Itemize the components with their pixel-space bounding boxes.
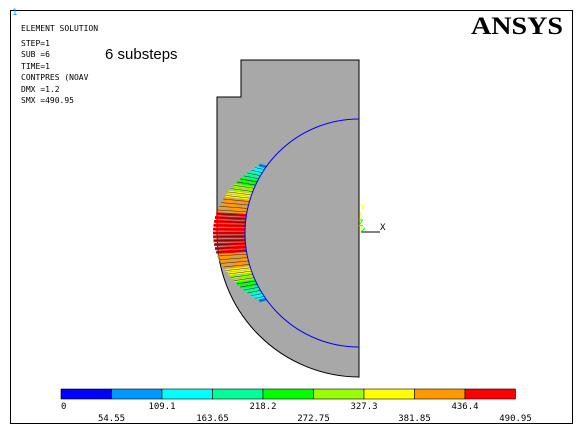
pressure-ray-edge — [243, 175, 259, 179]
pressure-ray-edge — [215, 246, 246, 249]
pressure-ray-edge — [216, 213, 247, 216]
pressure-ray-edge — [228, 270, 252, 275]
info-title: ELEMENT SOLUTION — [21, 24, 99, 33]
pressure-ray-edge — [213, 225, 246, 227]
pressure-ray-edge — [216, 250, 247, 253]
pressure-ray-edge — [221, 260, 249, 264]
legend-swatch — [161, 388, 213, 400]
pressure-ray-edge — [255, 296, 265, 299]
legend-label-bottom: 490.95 — [499, 414, 532, 424]
pressure-ray-edge — [230, 274, 253, 278]
pressure-ray-edge — [228, 191, 252, 196]
legend-label-bottom: 54.55 — [97, 414, 126, 424]
pressure-ray-edge — [240, 283, 258, 288]
pressure-ray-edge — [247, 290, 261, 294]
pressure-ray-edge — [225, 267, 251, 271]
pressure-ray-edge — [251, 170, 263, 173]
legend-swatch — [212, 388, 264, 400]
pressure-ray-edge — [233, 185, 255, 189]
legend-label-top: 327.3 — [350, 402, 378, 412]
pressure-ray-edge — [213, 239, 246, 241]
pressure-ray-edge — [221, 202, 249, 206]
ansys-logo: ANSYS — [471, 13, 563, 40]
info-time: TIME=1 — [21, 61, 50, 71]
pressure-ray-edge — [223, 198, 250, 202]
legend-swatch — [60, 388, 112, 400]
pressure-ray-edge — [233, 277, 255, 281]
pressure-ray-edge — [223, 264, 250, 268]
pressure-ray-edge — [230, 188, 253, 192]
legend-swatch — [414, 388, 466, 400]
pressure-ray-edge — [259, 164, 267, 167]
legend-swatch — [363, 388, 415, 400]
legend-label-top: 0 — [61, 402, 67, 412]
legend-swatch — [262, 388, 314, 400]
viewport-frame — [10, 10, 573, 424]
legend-label-top: 436.4 — [451, 402, 479, 412]
pressure-ray-edge — [225, 195, 251, 199]
legend-swatch — [111, 388, 163, 400]
legend-label-bottom: 163.65 — [196, 414, 229, 424]
pressure-ray-edge — [217, 209, 247, 213]
pressure-ray-edge — [255, 167, 265, 170]
legend-label-bottom: 272.75 — [297, 414, 330, 424]
pressure-ray-edge — [236, 280, 256, 285]
pressure-ray-edge — [259, 299, 267, 302]
ansys-logo-text: ANSYS — [471, 13, 563, 40]
pressure-ray-edge — [219, 257, 248, 260]
window-number: 1 — [12, 8, 18, 18]
contact-pressure-band — [213, 163, 267, 303]
legend-label-top: 109.1 — [148, 402, 176, 412]
legend-label-bottom: 381.85 — [398, 414, 431, 424]
legend-label-top: 218.2 — [249, 402, 277, 412]
legend-swatch — [464, 388, 516, 400]
triad-x-label: X — [380, 223, 386, 233]
info-substep: SUB =6 — [21, 50, 50, 59]
pressure-ray-edge — [219, 206, 248, 209]
axis-triad: Y Z X — [358, 203, 386, 233]
pressure-ray-edge — [243, 287, 259, 291]
info-dmx: DMX =1.2 — [21, 84, 60, 94]
legend-swatch — [313, 388, 365, 400]
pressure-ray-edge — [214, 243, 246, 245]
info-item: CONTPRES (NOAV — [21, 73, 89, 82]
contact-surface-arc — [244, 118, 360, 348]
pressure-ray-edge — [240, 178, 258, 183]
info-step: STEP=1 — [21, 38, 50, 48]
triad-z-label: Z — [358, 219, 364, 229]
pressure-ray-edge — [247, 172, 261, 176]
solution-info-block: ELEMENT SOLUTION STEP=1 SUB =6 TIME=1 CO… — [21, 23, 98, 107]
pressure-ray-edge — [215, 217, 246, 220]
pressure-ray-edge — [214, 221, 246, 223]
pressure-ray-edge — [236, 181, 256, 186]
pressure-ray-edge — [251, 293, 263, 296]
pressure-ray-edge — [217, 253, 247, 257]
substeps-annotation: 6 substeps — [105, 46, 178, 63]
triad-y-label: Y — [360, 203, 366, 213]
info-smx: SMX =490.95 — [21, 96, 74, 105]
